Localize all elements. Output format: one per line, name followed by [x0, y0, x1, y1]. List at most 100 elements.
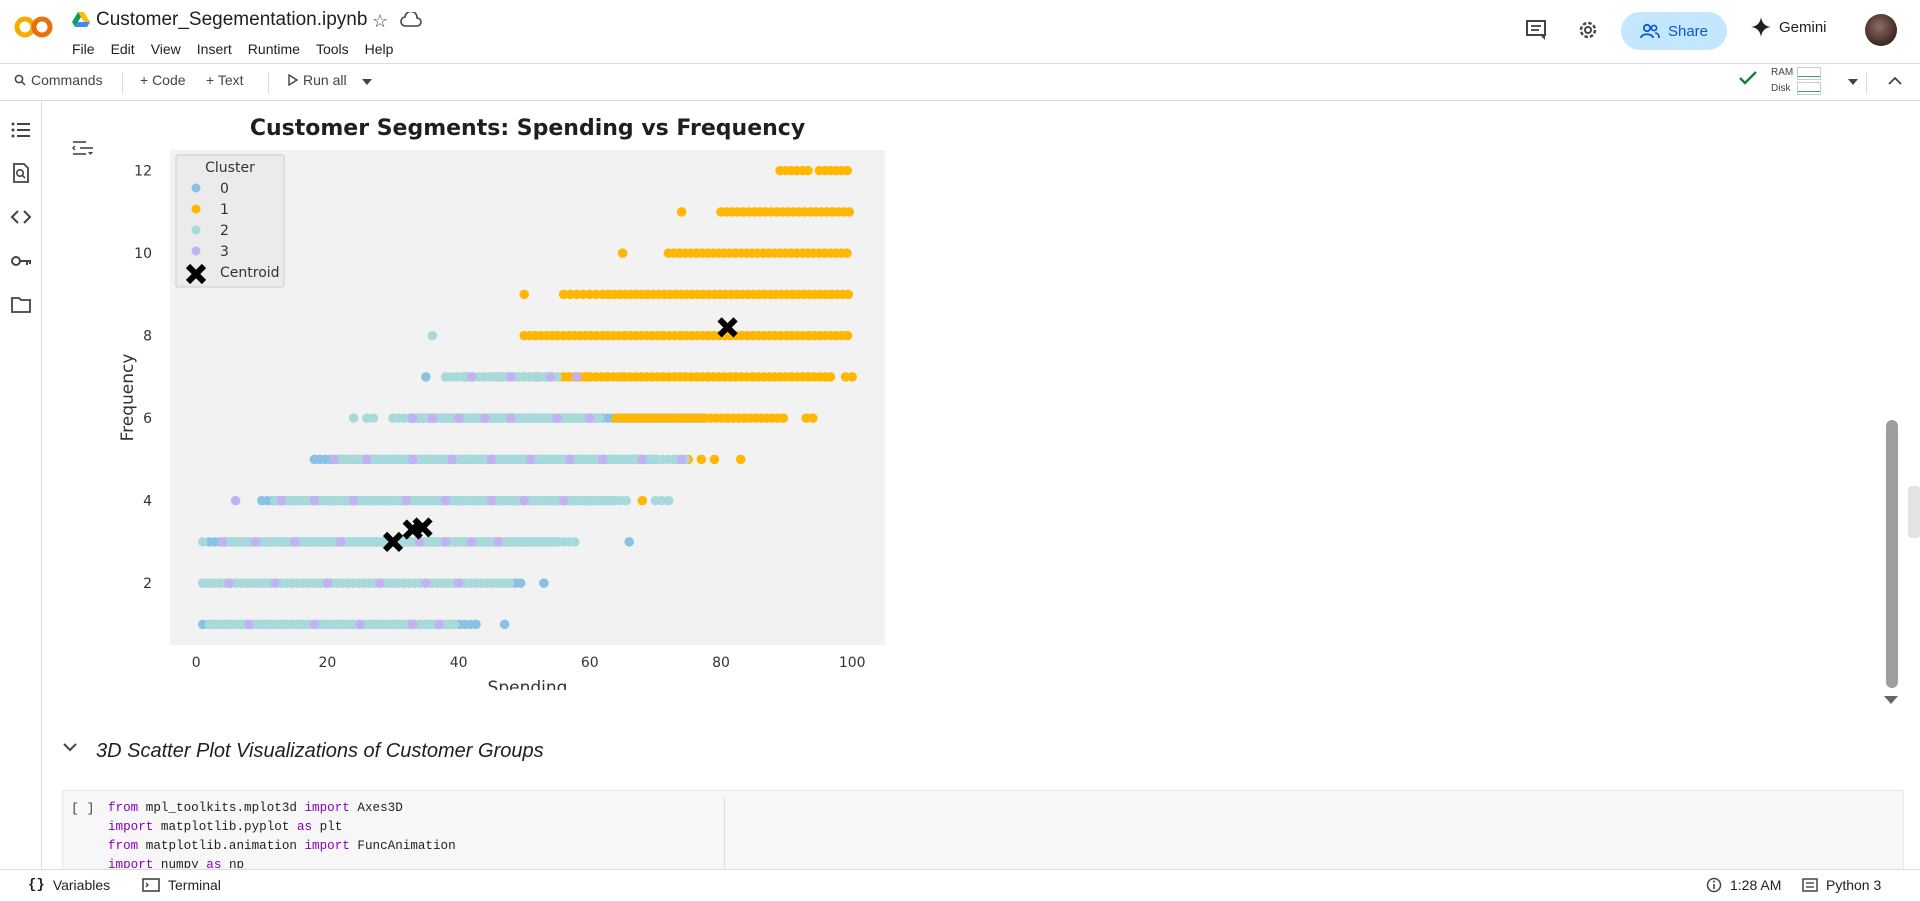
share-label: Share	[1667, 22, 1709, 40]
code-line[interactable]: from mpl_toolkits.mplot3d import Axes3D	[108, 801, 403, 815]
data-point-cluster-1	[840, 372, 851, 382]
table-of-contents-icon[interactable]	[10, 119, 32, 141]
menu-edit[interactable]: Edit	[110, 41, 135, 57]
notebook-title[interactable]: Customer_Segementation.ipynb	[96, 9, 368, 30]
data-point-cluster-3	[565, 454, 575, 465]
terminal-button[interactable]: Terminal	[142, 877, 221, 893]
gear-icon[interactable]	[1577, 19, 1599, 41]
output-scrollbar-thumb[interactable]	[1886, 420, 1898, 688]
avatar[interactable]	[1865, 14, 1897, 46]
data-point-cluster-0	[499, 619, 510, 630]
data-point-cluster-0	[471, 619, 481, 630]
secrets-key-icon[interactable]	[10, 250, 32, 272]
menu-insert[interactable]: Insert	[196, 41, 232, 57]
menu-view[interactable]: View	[150, 41, 181, 57]
runtime-status[interactable]: 1:28 AM	[1706, 877, 1781, 893]
kernel-status[interactable]: Python 3	[1802, 877, 1881, 893]
legend-centroid-marker-stroke	[185, 263, 207, 285]
code-text: mpl_toolkits.mplot3d	[138, 801, 305, 815]
data-point-cluster-3	[585, 413, 595, 423]
data-point-cluster-3	[486, 495, 497, 506]
data-point-cluster-3	[453, 578, 464, 588]
share-button[interactable]: Share	[1621, 12, 1727, 50]
data-point-cluster-0	[539, 578, 549, 588]
ram-meter[interactable]	[1797, 67, 1821, 80]
data-point-cluster-1	[842, 248, 852, 258]
connected-check-icon[interactable]	[1739, 71, 1757, 85]
data-point-cluster-3	[322, 578, 333, 588]
menu-runtime[interactable]: Runtime	[247, 41, 300, 57]
centroid-marker	[412, 517, 433, 538]
kernel-icon	[1802, 878, 1818, 892]
x-tick-label: 80	[712, 655, 730, 671]
collapse-section-chevron-icon[interactable]	[63, 742, 77, 752]
section-heading: 3D Scatter Plot Visualizations of Custom…	[96, 740, 544, 762]
comments-icon[interactable]	[1525, 19, 1547, 41]
disk-meter[interactable]	[1797, 82, 1821, 95]
legend-title: Cluster	[205, 160, 255, 176]
scroll-down-arrow-icon[interactable]	[1884, 696, 1898, 704]
commands-label: Commands	[31, 72, 103, 88]
data-point-cluster-3	[289, 537, 300, 547]
data-point-cluster-0	[624, 537, 634, 547]
data-point-cluster-3	[525, 454, 536, 465]
data-point-cluster-3	[506, 372, 516, 382]
data-point-cluster-3	[243, 619, 254, 630]
notebook-toolbar: Commands + Code + Text Run all	[0, 64, 1920, 101]
add-text-button[interactable]: + Text	[206, 72, 244, 88]
data-point-cluster-3	[519, 495, 530, 506]
chart-title: Customer Segments: Spending vs Frequency	[250, 116, 805, 141]
data-point-cluster-3	[506, 413, 516, 423]
data-point-cluster-3	[401, 495, 411, 506]
star-icon[interactable]: ☆	[372, 11, 389, 31]
data-point-cluster-1	[519, 289, 530, 300]
collapse-header-icon[interactable]	[1888, 76, 1902, 86]
data-point-cluster-2	[657, 495, 667, 506]
data-point-cluster-3	[676, 454, 687, 465]
code-line[interactable]: import matplotlib.pyplot as plt	[108, 820, 342, 834]
time-label: 1:28 AM	[1730, 877, 1782, 893]
braces-icon: {}	[28, 877, 45, 893]
code-snippets-icon[interactable]	[10, 206, 32, 228]
files-folder-icon[interactable]	[10, 294, 32, 316]
run-all-button[interactable]: Run all	[288, 72, 347, 88]
left-sidebar	[0, 101, 42, 869]
y-tick-label: 8	[143, 329, 152, 345]
data-point-cluster-3	[276, 495, 287, 506]
resources-dropdown-icon[interactable]	[1848, 79, 1858, 85]
x-tick-label: 60	[581, 655, 599, 671]
data-point-cluster-3	[440, 537, 451, 547]
x-tick-label: 100	[839, 655, 866, 671]
data-point-cluster-3	[224, 578, 234, 588]
find-icon[interactable]	[10, 162, 32, 184]
code-cell-divider	[724, 798, 725, 870]
code-line[interactable]: import numpy as np	[108, 858, 244, 868]
scatter-chart: Customer Segments: Spending vs Frequency…	[118, 116, 885, 690]
page-scrollbar-thumb[interactable]	[1908, 486, 1920, 538]
data-point-cluster-1	[825, 372, 836, 382]
run-cell-button[interactable]: [ ]	[71, 801, 95, 816]
cloud-saved-icon[interactable]	[400, 12, 422, 28]
chevron-down-icon[interactable]	[362, 79, 372, 85]
menu-file[interactable]: File	[72, 41, 95, 57]
add-code-label: + Code	[140, 72, 186, 88]
x-tick-label: 40	[450, 655, 468, 671]
code-line[interactable]: from matplotlib.animation import FuncAni…	[108, 839, 456, 853]
disk-text: Disk	[1771, 83, 1791, 94]
add-code-button[interactable]: + Code	[140, 72, 186, 88]
colab-logo[interactable]	[14, 12, 54, 42]
menu-help[interactable]: Help	[364, 41, 394, 57]
status-bar: {} Variables Terminal 1:28 AM Python 3	[0, 869, 1920, 901]
data-point-cluster-3	[217, 537, 228, 547]
data-point-cluster-1	[637, 495, 648, 506]
gemini-button[interactable]: Gemini	[1751, 17, 1827, 37]
data-point-cluster-3	[447, 454, 457, 465]
output-actions-icon[interactable]	[72, 138, 94, 158]
variables-button[interactable]: {} Variables	[28, 877, 110, 893]
data-point-cluster-3	[361, 454, 372, 465]
info-icon	[1706, 877, 1722, 893]
y-tick-label: 10	[134, 246, 152, 262]
menu-tools[interactable]: Tools	[315, 41, 349, 57]
toolbar-divider	[1866, 72, 1867, 94]
commands-button[interactable]: Commands	[14, 72, 103, 88]
